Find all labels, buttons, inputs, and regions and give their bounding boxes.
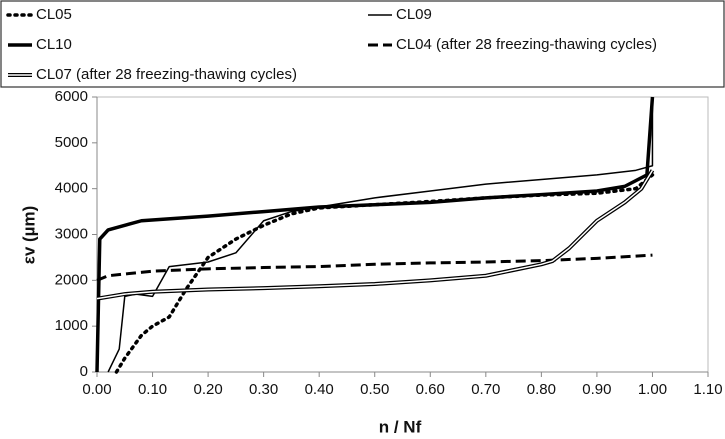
legend-label: CL04 (after 28 freezing-thawing cycles) [396, 36, 657, 53]
series-line [95, 96, 655, 373]
legend-label: CL07 (after 28 freezing-thawing cycles) [36, 66, 297, 83]
legend-label: CL05 [36, 6, 72, 23]
y-tick-label: 4000 [55, 180, 88, 197]
series-line [107, 97, 654, 373]
x-tick-label: 1.10 [693, 381, 722, 398]
x-tick-label: 0.80 [527, 381, 556, 398]
x-axis-title: n / Nf [379, 417, 422, 436]
x-tick-label: 0.90 [582, 381, 611, 398]
series-line-inner [96, 169, 654, 300]
y-tick-label: 1000 [55, 317, 88, 334]
series-line [96, 253, 653, 282]
x-tick-label: 0.30 [249, 381, 278, 398]
legend-label: CL09 [396, 6, 432, 23]
x-tick-label: 0.00 [82, 381, 111, 398]
x-tick-label: 0.70 [471, 381, 500, 398]
y-tick-label: 2000 [55, 271, 88, 288]
x-tick-label: 0.50 [360, 381, 389, 398]
x-tick-label: 1.00 [638, 381, 667, 398]
y-tick-label: 5000 [55, 134, 88, 151]
x-tick-label: 0.20 [193, 381, 222, 398]
legend-label: CL10 [36, 36, 72, 53]
y-tick-label: 3000 [55, 225, 88, 242]
x-tick-label: 0.10 [138, 381, 167, 398]
y-tick-label: 6000 [55, 88, 88, 105]
plot-frame [96, 96, 709, 373]
series-line [96, 169, 655, 301]
y-axis-title: εv (µm) [19, 206, 38, 264]
y-tick-label: 0 [80, 363, 88, 380]
x-tick-label: 0.40 [305, 381, 334, 398]
legend-box [0, 0, 725, 88]
x-tick-label: 0.60 [416, 381, 445, 398]
